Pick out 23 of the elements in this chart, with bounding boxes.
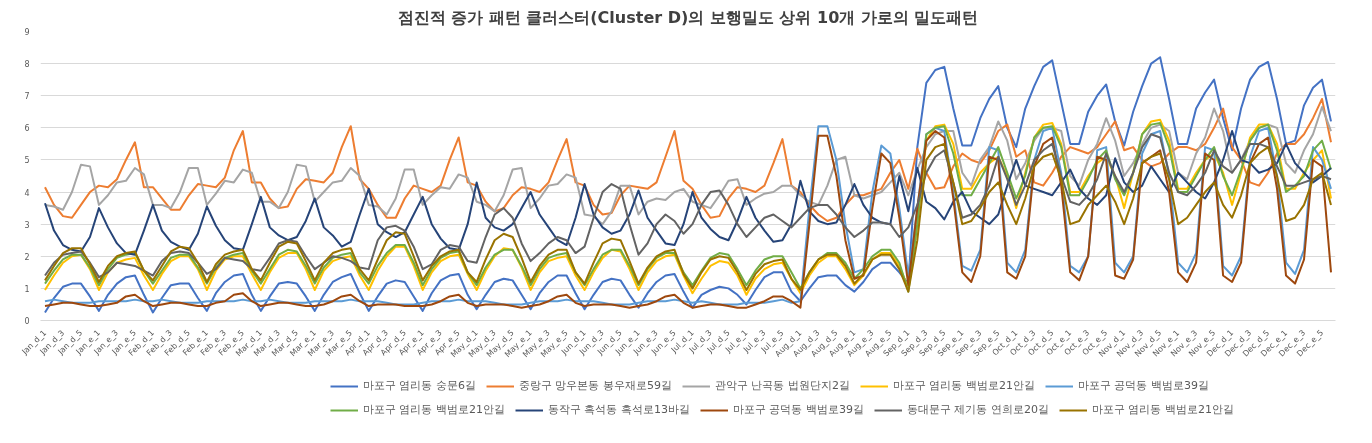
y-tick-label: 4 [24,188,30,198]
line-series [44,56,1332,314]
legend-label: 관악구 난곡동 법원단지2길 [715,378,850,393]
legend-label: 마포구 공덕동 백범로39길 [1078,378,1209,393]
legend-label: 마포구 염리동 백범로21안길 [1092,402,1234,417]
y-tick-label: 3 [24,220,30,230]
chart-title: 점진적 증가 패턴 클러스터(Cluster D)의 보행밀도 상위 10개 가로의 밀도패턴 [397,7,979,27]
y-tick-label: 2 [24,252,30,262]
legend-label: 중랑구 망우본동 봉우재로59길 [519,378,672,393]
y-tick-label: 9 [24,28,30,37]
y-tick-label: 1 [24,284,30,294]
legend-label: 마포구 염리동 백범로21안길 [893,378,1035,393]
legend-label: 마포구 공덕동 백범로39길 [733,402,864,417]
legend-label: 마포구 염리동 백범로21안길 [363,402,505,417]
line-series [44,130,1332,256]
y-tick-label: 6 [24,124,30,134]
y-tick-label: 8 [24,60,30,70]
y-tick-label: 7 [24,92,30,102]
legend-label: 동작구 흑석동 흑석로13바길 [548,402,690,417]
y-tick-label: 5 [24,156,30,166]
y-tick-label: 0 [24,317,30,326]
legend-label: 동대문구 제기동 연희로20길 [907,402,1049,417]
legend-label: 마포구 염리동 숭문6길 [363,378,476,393]
